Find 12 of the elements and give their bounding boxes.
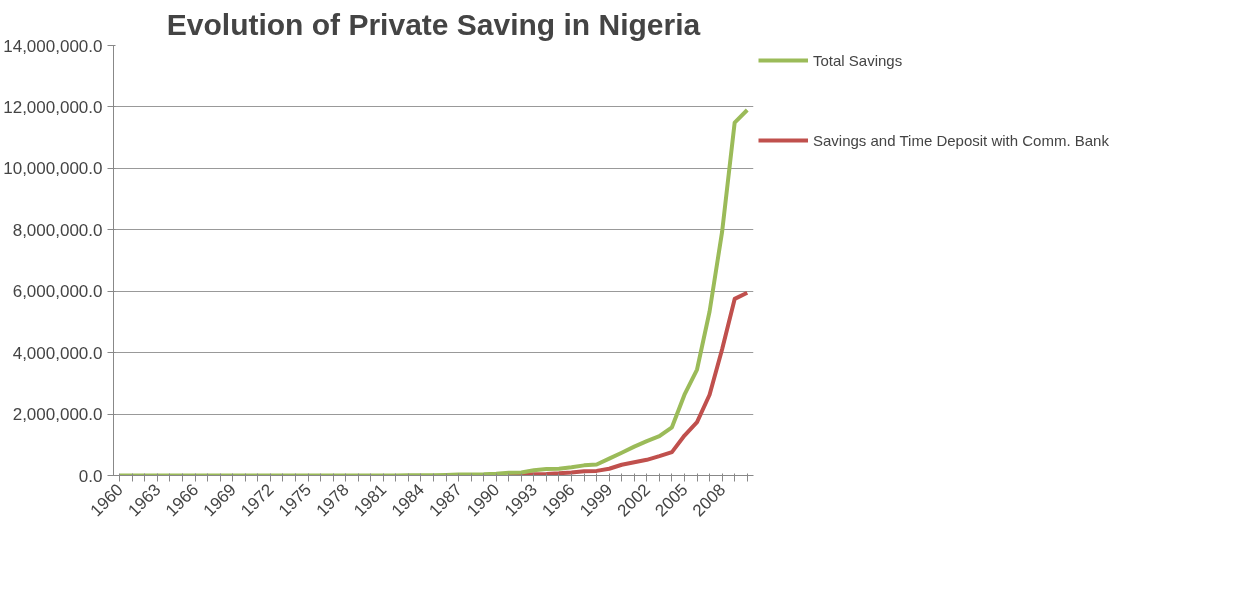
y-tick-label: 0.0 bbox=[78, 466, 103, 486]
legend-label: Savings and Time Deposit with Comm. Bank bbox=[813, 131, 1109, 149]
y-tick-label: 10,000,000.0 bbox=[3, 159, 103, 179]
y-tick-label: 8,000,000.0 bbox=[12, 220, 103, 240]
y-tick-label: 4,000,000.0 bbox=[12, 343, 103, 363]
y-tick-label: 6,000,000.0 bbox=[12, 282, 103, 302]
chart-title: Evolution of Private Saving in Nigeria bbox=[166, 7, 701, 41]
y-tick-label: 2,000,000.0 bbox=[12, 405, 103, 425]
y-tick-label: 14,000,000.0 bbox=[3, 36, 103, 56]
line-series bbox=[117, 108, 750, 476]
y-tick-label: 12,000,000.0 bbox=[3, 97, 103, 117]
legend-label: Total Savings bbox=[813, 51, 903, 69]
